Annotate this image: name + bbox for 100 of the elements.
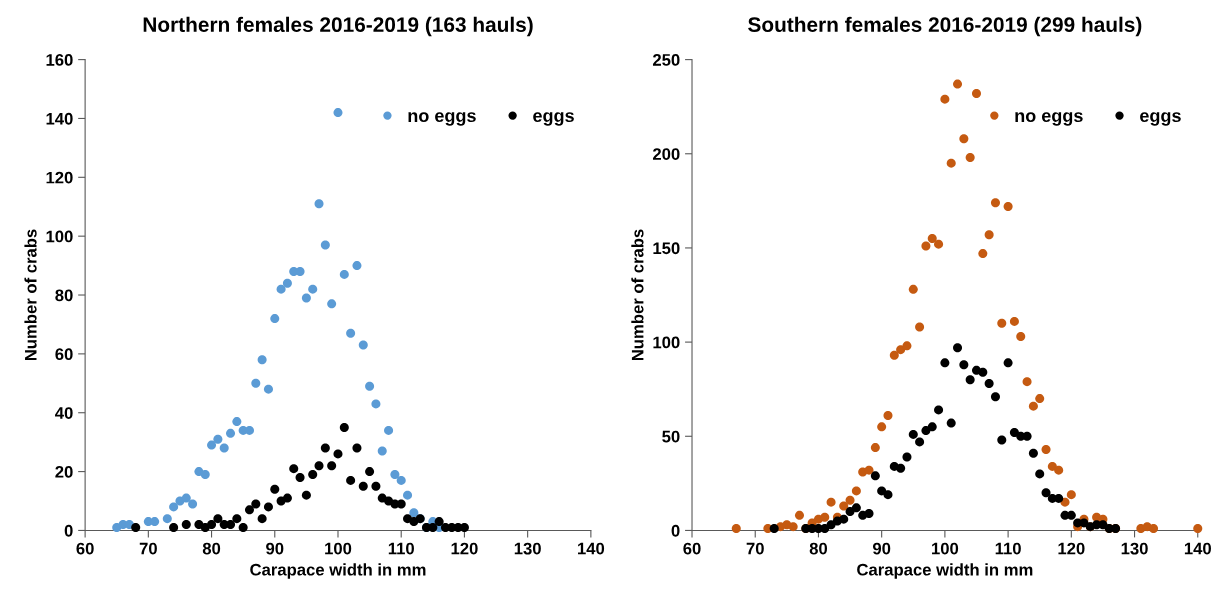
- point: [908, 284, 918, 294]
- point: [346, 328, 356, 338]
- point: [940, 94, 950, 104]
- point: [384, 425, 394, 435]
- point: [927, 234, 937, 244]
- point: [978, 249, 988, 259]
- y-tick-label: 40: [55, 407, 73, 419]
- point: [794, 510, 804, 520]
- point: [339, 422, 349, 432]
- point: [908, 429, 918, 439]
- point: [308, 470, 318, 480]
- point: [352, 443, 362, 453]
- point: [940, 358, 950, 368]
- point: [870, 443, 880, 453]
- point: [213, 514, 223, 524]
- point: [902, 341, 912, 351]
- point: [1193, 524, 1203, 534]
- point: [851, 503, 861, 513]
- point: [270, 314, 280, 324]
- point: [953, 79, 963, 89]
- y-tick-label: 160: [46, 54, 73, 66]
- point: [270, 484, 280, 494]
- point: [769, 524, 779, 534]
- point: [314, 199, 324, 209]
- point: [188, 499, 198, 509]
- point: [1003, 358, 1013, 368]
- point: [251, 378, 261, 388]
- point: [339, 269, 349, 279]
- point: [1035, 394, 1045, 404]
- point: [365, 467, 375, 477]
- x-axis-title: Carapace width in mm: [857, 563, 1033, 579]
- x-tick-label: 140: [1184, 542, 1211, 555]
- point: [997, 435, 1007, 445]
- point: [371, 399, 381, 409]
- point: [276, 284, 286, 294]
- point: [820, 524, 830, 534]
- point: [226, 428, 236, 438]
- point: [934, 239, 944, 249]
- point: [902, 452, 912, 462]
- point: [346, 475, 356, 485]
- point: [263, 384, 273, 394]
- point: [365, 381, 375, 391]
- y-tick-label: 100: [653, 336, 680, 349]
- point: [1009, 428, 1019, 438]
- point: [927, 422, 937, 432]
- point: [1028, 448, 1038, 458]
- x-tick-label: 100: [325, 542, 352, 555]
- x-tick-label: 110: [388, 542, 414, 555]
- point: [953, 343, 963, 353]
- point: [257, 355, 267, 365]
- x-tick-label: 60: [76, 542, 94, 555]
- point: [358, 481, 368, 491]
- chart-title: Northern females 2016-2019 (163 hauls): [143, 16, 533, 37]
- point: [946, 158, 956, 168]
- point: [219, 443, 229, 453]
- point: [883, 411, 893, 421]
- legend-label: no eggs: [408, 112, 476, 126]
- y-axis-title: Number of crabs: [631, 229, 644, 361]
- point: [896, 345, 906, 355]
- point: [870, 471, 880, 481]
- point: [409, 508, 419, 518]
- legend-label: eggs: [1140, 112, 1181, 126]
- point: [877, 422, 887, 432]
- point: [959, 360, 969, 370]
- point: [232, 514, 242, 524]
- point: [921, 241, 931, 251]
- y-tick-label: 80: [55, 289, 73, 302]
- x-tick-label: 80: [202, 542, 221, 555]
- y-tick-label: 0: [64, 524, 73, 537]
- x-tick-label: 70: [139, 542, 157, 555]
- point: [1041, 444, 1051, 454]
- point: [864, 465, 874, 475]
- point: [1022, 377, 1032, 387]
- point: [889, 350, 899, 360]
- x-tick-label: 90: [872, 542, 891, 555]
- point: [1016, 331, 1026, 341]
- point: [1003, 202, 1013, 211]
- point: [131, 523, 141, 532]
- y-tick-label: 250: [652, 54, 680, 66]
- point: [984, 230, 994, 240]
- point: [181, 493, 191, 503]
- point: [327, 461, 337, 471]
- x-tick-label: 60: [683, 542, 701, 555]
- point: [915, 322, 925, 332]
- point: [1035, 469, 1045, 479]
- x-tick-label: 100: [932, 542, 959, 555]
- point: [207, 520, 217, 530]
- y-tick-label: 140: [46, 112, 73, 125]
- point: [396, 475, 406, 485]
- point: [434, 517, 444, 527]
- point: [181, 520, 191, 530]
- x-tick-label: 120: [451, 542, 478, 555]
- x-tick-label: 70: [746, 542, 764, 555]
- point: [169, 523, 179, 532]
- point: [845, 495, 855, 505]
- point: [257, 514, 267, 524]
- point: [162, 514, 172, 524]
- point: [200, 470, 210, 480]
- point: [1022, 431, 1032, 441]
- point: [333, 449, 343, 459]
